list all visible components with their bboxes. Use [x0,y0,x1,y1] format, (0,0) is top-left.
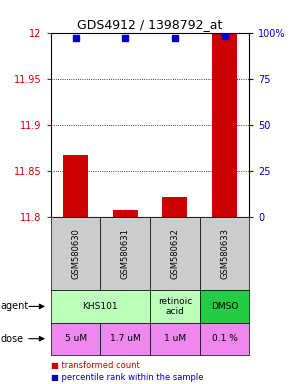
Text: 1.7 uM: 1.7 uM [110,334,141,343]
Text: 1 uM: 1 uM [164,334,186,343]
Text: ■ percentile rank within the sample: ■ percentile rank within the sample [51,372,203,382]
Bar [113,210,138,217]
Text: agent: agent [0,301,28,311]
Bar [212,33,237,217]
Bar [162,197,187,217]
Text: KHS101: KHS101 [83,302,118,311]
Text: retinoic
acid: retinoic acid [158,296,192,316]
Text: DMSO: DMSO [211,302,238,311]
Text: 0.1 %: 0.1 % [212,334,238,343]
Text: GSM580630: GSM580630 [71,228,80,279]
Text: 5 uM: 5 uM [64,334,87,343]
Text: GSM580631: GSM580631 [121,228,130,279]
Text: GSM580633: GSM580633 [220,228,229,279]
Text: dose: dose [0,334,23,344]
Text: GSM580632: GSM580632 [171,228,180,279]
Bar [63,155,88,217]
Title: GDS4912 / 1398792_at: GDS4912 / 1398792_at [77,18,223,31]
Text: ■ transformed count: ■ transformed count [51,361,139,370]
